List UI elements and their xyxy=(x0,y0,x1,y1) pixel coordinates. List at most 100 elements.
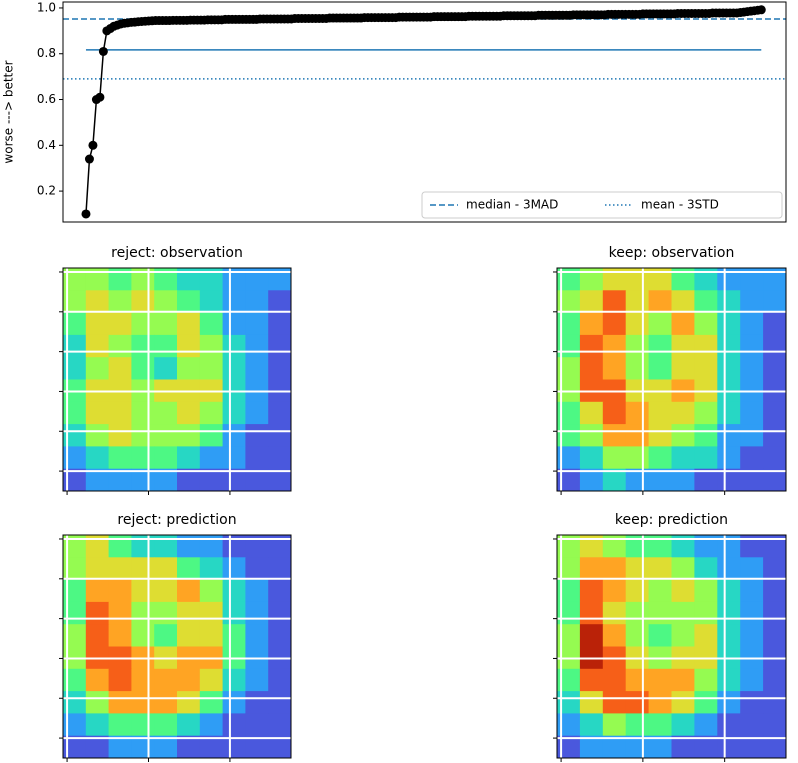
heat-cell xyxy=(602,535,627,558)
heat-cell xyxy=(648,424,672,447)
heat-cell xyxy=(177,557,201,581)
heat-cell xyxy=(625,424,650,447)
heat-cell xyxy=(245,357,269,380)
heat-cell xyxy=(268,601,292,625)
heat-cell xyxy=(108,713,132,737)
heat-cell xyxy=(557,735,581,759)
heat-cell xyxy=(579,668,604,692)
heat-cell xyxy=(671,735,695,759)
heat-cell xyxy=(199,557,224,581)
heat-cell xyxy=(108,691,132,714)
heat-cell xyxy=(671,557,695,581)
heat-cell xyxy=(740,735,764,759)
heat-cell xyxy=(671,713,695,737)
heat-cell xyxy=(154,557,178,581)
y-axis-label: worse ---> better xyxy=(2,60,16,163)
heat-cell xyxy=(602,401,627,425)
heat-cell xyxy=(245,334,269,358)
heat-cell xyxy=(671,424,695,447)
heat-cell xyxy=(579,290,604,314)
heat-cell xyxy=(85,424,110,447)
heat-cell xyxy=(199,446,224,470)
heat-cell xyxy=(694,446,718,470)
heat-cell xyxy=(108,268,132,291)
heat-cell xyxy=(717,357,741,380)
heat-cell xyxy=(694,601,718,625)
heat-cell xyxy=(579,357,604,380)
y-tick-label: 0.6 xyxy=(37,92,56,106)
heat-cell xyxy=(63,579,87,603)
heat-cell xyxy=(625,357,650,380)
heat-cell xyxy=(154,579,178,603)
panel-title: keep: observation xyxy=(609,245,735,261)
heat-cell xyxy=(763,713,787,737)
heat-cell xyxy=(222,624,246,647)
heat-cell xyxy=(557,290,581,314)
heat-cell xyxy=(579,735,604,759)
point xyxy=(81,209,91,219)
heat-cell xyxy=(648,535,672,558)
heat-cell xyxy=(717,401,741,425)
heat-cell xyxy=(579,446,604,470)
axes-frame xyxy=(556,534,787,759)
heat-cell xyxy=(557,713,581,737)
heat-cell xyxy=(557,624,581,647)
heat-cell xyxy=(131,424,155,447)
heat-cell xyxy=(85,668,110,692)
heat-cell xyxy=(245,468,269,492)
heat-cell xyxy=(740,535,764,558)
heat-cell xyxy=(131,691,155,714)
heat-cell xyxy=(557,691,581,714)
heat-cell xyxy=(131,624,155,647)
heat-cell xyxy=(199,691,224,714)
heat-cell xyxy=(85,557,110,581)
heat-cell xyxy=(85,268,110,291)
point xyxy=(756,5,766,15)
heat-cell xyxy=(154,401,178,425)
heat-cell xyxy=(763,557,787,581)
heat-cell xyxy=(671,357,695,380)
heat-cell xyxy=(268,713,292,737)
heat-cell xyxy=(85,579,110,603)
heat-cell xyxy=(579,691,604,714)
heat-cell xyxy=(199,424,224,447)
heat-cell xyxy=(268,535,292,558)
heat-cell xyxy=(648,290,672,314)
heat-cell xyxy=(63,357,87,380)
heat-cell xyxy=(177,468,201,492)
heat-cell xyxy=(245,535,269,558)
heat-cell xyxy=(717,334,741,358)
heat-cell xyxy=(602,268,627,291)
heat-cell xyxy=(579,468,604,492)
heat-cell xyxy=(177,668,201,692)
heat-cell xyxy=(671,691,695,714)
heat-cell xyxy=(63,691,87,714)
heat-cell xyxy=(177,601,201,625)
heat-cell xyxy=(63,557,87,581)
heat-cell xyxy=(579,312,604,336)
heat-cell xyxy=(740,691,764,714)
heat-cell xyxy=(648,735,672,759)
heat-cell xyxy=(648,268,672,291)
heat-cell xyxy=(108,579,132,603)
heat-cell xyxy=(131,579,155,603)
heat-cell xyxy=(579,579,604,603)
panel-title: reject: observation xyxy=(111,245,243,261)
heat-cell xyxy=(245,401,269,425)
heat-cell xyxy=(63,535,87,558)
heat-cell xyxy=(557,401,581,425)
heat-cell xyxy=(108,401,132,425)
heat-cell xyxy=(648,624,672,647)
heat-cell xyxy=(740,468,764,492)
series-line xyxy=(85,9,762,215)
heat-cell xyxy=(740,579,764,603)
legend-label: median - 3MAD xyxy=(466,198,558,212)
heat-cell xyxy=(602,446,627,470)
heat-cell xyxy=(763,446,787,470)
heat-cell xyxy=(177,624,201,647)
heat-cell xyxy=(268,268,292,291)
heat-cell xyxy=(763,290,787,314)
heat-cell xyxy=(222,446,246,470)
heat-cell xyxy=(671,401,695,425)
